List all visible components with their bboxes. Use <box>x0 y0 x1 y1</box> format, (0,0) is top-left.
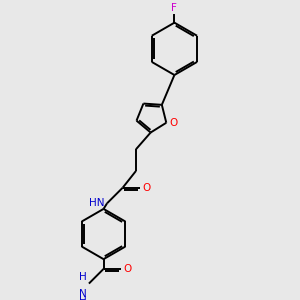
Text: O: O <box>142 183 151 193</box>
Text: HN: HN <box>89 198 104 208</box>
Text: O: O <box>169 118 177 128</box>
Text: H: H <box>80 296 87 300</box>
Text: N: N <box>80 289 87 299</box>
Text: H: H <box>80 272 87 282</box>
Text: F: F <box>172 3 177 13</box>
Text: O: O <box>123 264 131 274</box>
